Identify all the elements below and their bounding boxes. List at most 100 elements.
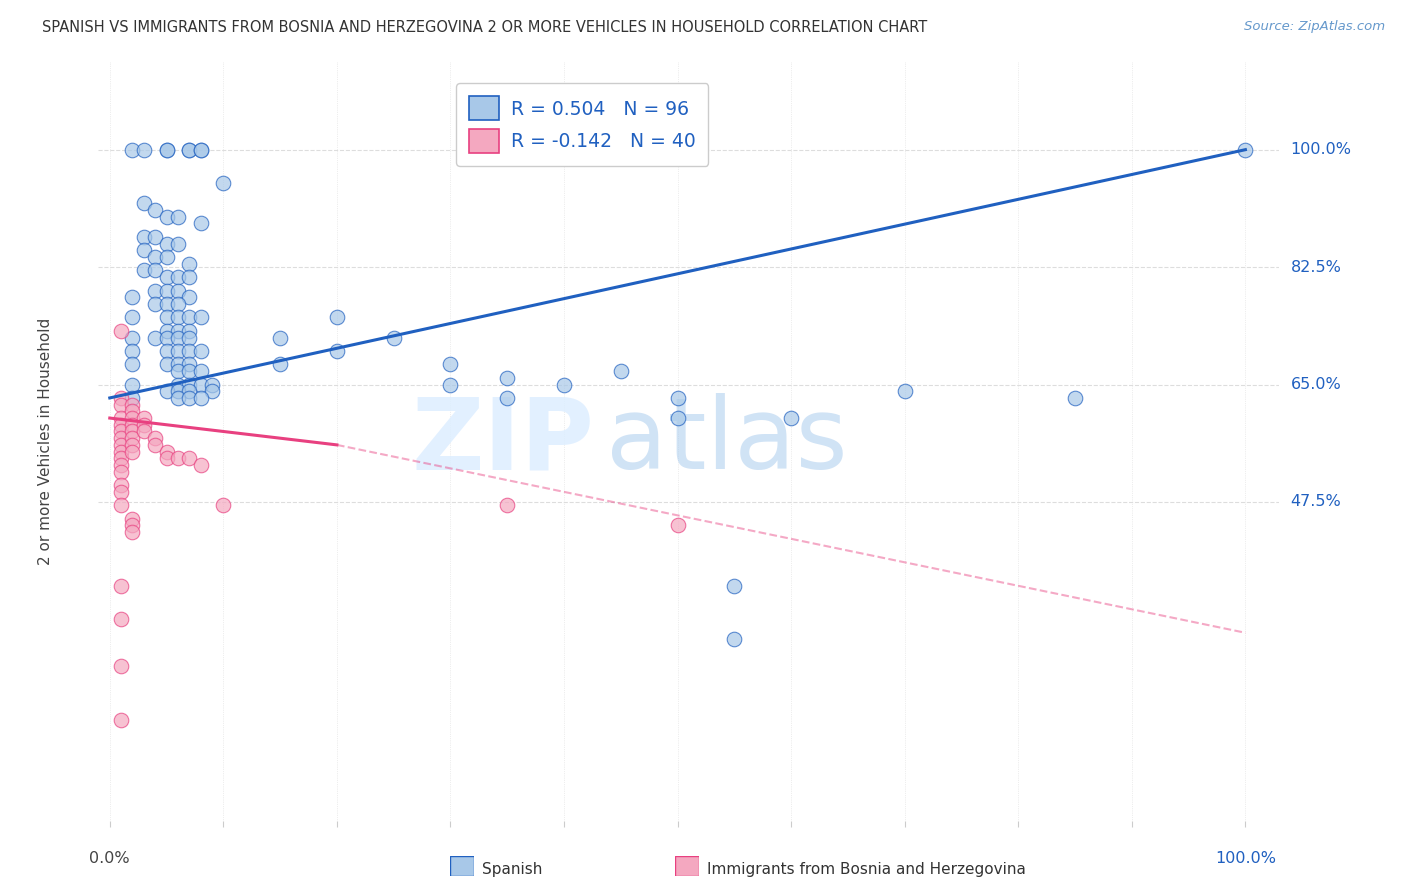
Point	[121, 518, 143, 533]
Point	[269, 330, 291, 344]
Point	[201, 377, 224, 392]
Point	[132, 244, 155, 258]
Point	[167, 377, 190, 392]
Point	[143, 284, 166, 298]
Point	[121, 391, 143, 405]
Point	[167, 324, 190, 338]
Point	[155, 343, 177, 358]
Point	[110, 484, 132, 499]
Point	[179, 324, 201, 338]
Point	[382, 330, 405, 344]
Text: 65.0%: 65.0%	[1291, 377, 1341, 392]
Point	[326, 310, 349, 325]
Point	[121, 377, 143, 392]
Point	[121, 398, 143, 412]
Point	[167, 364, 190, 378]
Point	[190, 391, 212, 405]
Point	[132, 196, 155, 211]
Point	[132, 417, 155, 432]
Point	[179, 143, 201, 157]
Text: 0.0%: 0.0%	[90, 851, 131, 866]
Point	[190, 458, 212, 472]
Point	[110, 478, 132, 492]
Point	[110, 398, 132, 412]
Text: SPANISH VS IMMIGRANTS FROM BOSNIA AND HERZEGOVINA 2 OR MORE VEHICLES IN HOUSEHOL: SPANISH VS IMMIGRANTS FROM BOSNIA AND HE…	[42, 20, 928, 35]
Point	[439, 377, 461, 392]
Point	[167, 297, 190, 311]
Point	[143, 330, 166, 344]
Point	[155, 324, 177, 338]
Point	[1064, 391, 1087, 405]
Point	[121, 431, 143, 445]
Point	[190, 143, 212, 157]
Point	[121, 357, 143, 371]
Point	[179, 290, 201, 304]
Point	[167, 330, 190, 344]
Point	[167, 284, 190, 298]
Point	[179, 451, 201, 466]
Text: 47.5%: 47.5%	[1291, 494, 1341, 509]
Point	[179, 257, 201, 271]
Point	[666, 411, 689, 425]
Point	[326, 343, 349, 358]
Point	[179, 330, 201, 344]
Point	[110, 465, 132, 479]
Point	[110, 458, 132, 472]
Point	[155, 297, 177, 311]
Point	[143, 263, 166, 277]
Point	[155, 270, 177, 285]
Point	[190, 364, 212, 378]
Point	[610, 364, 633, 378]
Point	[132, 425, 155, 439]
Text: Source: ZipAtlas.com: Source: ZipAtlas.com	[1244, 20, 1385, 33]
Point	[110, 579, 132, 593]
Point	[155, 284, 177, 298]
Point	[190, 217, 212, 231]
Point	[121, 425, 143, 439]
Point	[121, 525, 143, 540]
Point	[167, 310, 190, 325]
Point	[212, 176, 235, 190]
Point	[155, 143, 177, 157]
Point	[121, 343, 143, 358]
Point	[110, 391, 132, 405]
Point	[110, 713, 132, 727]
Point	[110, 324, 132, 338]
Text: ZIP: ZIP	[412, 393, 595, 490]
Point	[121, 310, 143, 325]
Point	[121, 290, 143, 304]
Point	[179, 270, 201, 285]
Point	[893, 384, 915, 399]
Point	[179, 391, 201, 405]
Point	[190, 377, 212, 392]
Point	[723, 632, 745, 647]
Point	[155, 384, 177, 399]
Point	[110, 438, 132, 452]
Point	[496, 391, 519, 405]
Point	[1234, 143, 1257, 157]
Point	[155, 143, 177, 157]
Point	[110, 411, 132, 425]
Text: atlas: atlas	[606, 393, 848, 490]
Point	[155, 330, 177, 344]
Point	[143, 250, 166, 264]
Point	[143, 438, 166, 452]
Point	[132, 143, 155, 157]
Point	[121, 417, 143, 432]
Point	[179, 143, 201, 157]
Text: Spanish: Spanish	[482, 863, 543, 877]
Point	[155, 310, 177, 325]
Point	[121, 143, 143, 157]
Point	[179, 364, 201, 378]
Legend: R = 0.504   N = 96, R = -0.142   N = 40: R = 0.504 N = 96, R = -0.142 N = 40	[456, 83, 709, 166]
Point	[143, 297, 166, 311]
Point	[190, 310, 212, 325]
Point	[110, 425, 132, 439]
Point	[155, 451, 177, 466]
Point	[121, 411, 143, 425]
Point	[179, 357, 201, 371]
Point	[167, 391, 190, 405]
Point	[439, 357, 461, 371]
Text: Immigrants from Bosnia and Herzegovina: Immigrants from Bosnia and Herzegovina	[707, 863, 1026, 877]
Point	[212, 498, 235, 512]
